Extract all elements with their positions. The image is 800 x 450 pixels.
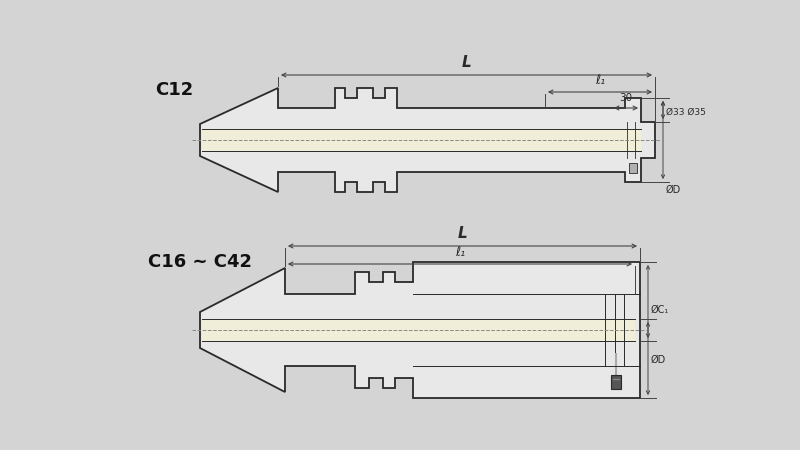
Bar [629,163,637,173]
Text: 30: 30 [619,93,633,103]
Polygon shape [200,88,655,192]
Text: C12: C12 [155,81,194,99]
Bar [202,129,641,151]
Text: ℓ₁: ℓ₁ [455,246,465,259]
Polygon shape [200,262,640,398]
Text: Ø33 Ø35: Ø33 Ø35 [666,108,706,117]
Bar [611,375,621,389]
Text: C16 ~ C42: C16 ~ C42 [148,253,252,271]
Text: ℓ₁: ℓ₁ [595,74,605,87]
Text: L: L [458,226,467,241]
Text: ØD: ØD [651,355,666,365]
Text: ØC₁: ØC₁ [651,305,670,315]
Bar [202,319,635,341]
Text: ØD: ØD [666,185,682,195]
Text: L: L [462,55,471,70]
